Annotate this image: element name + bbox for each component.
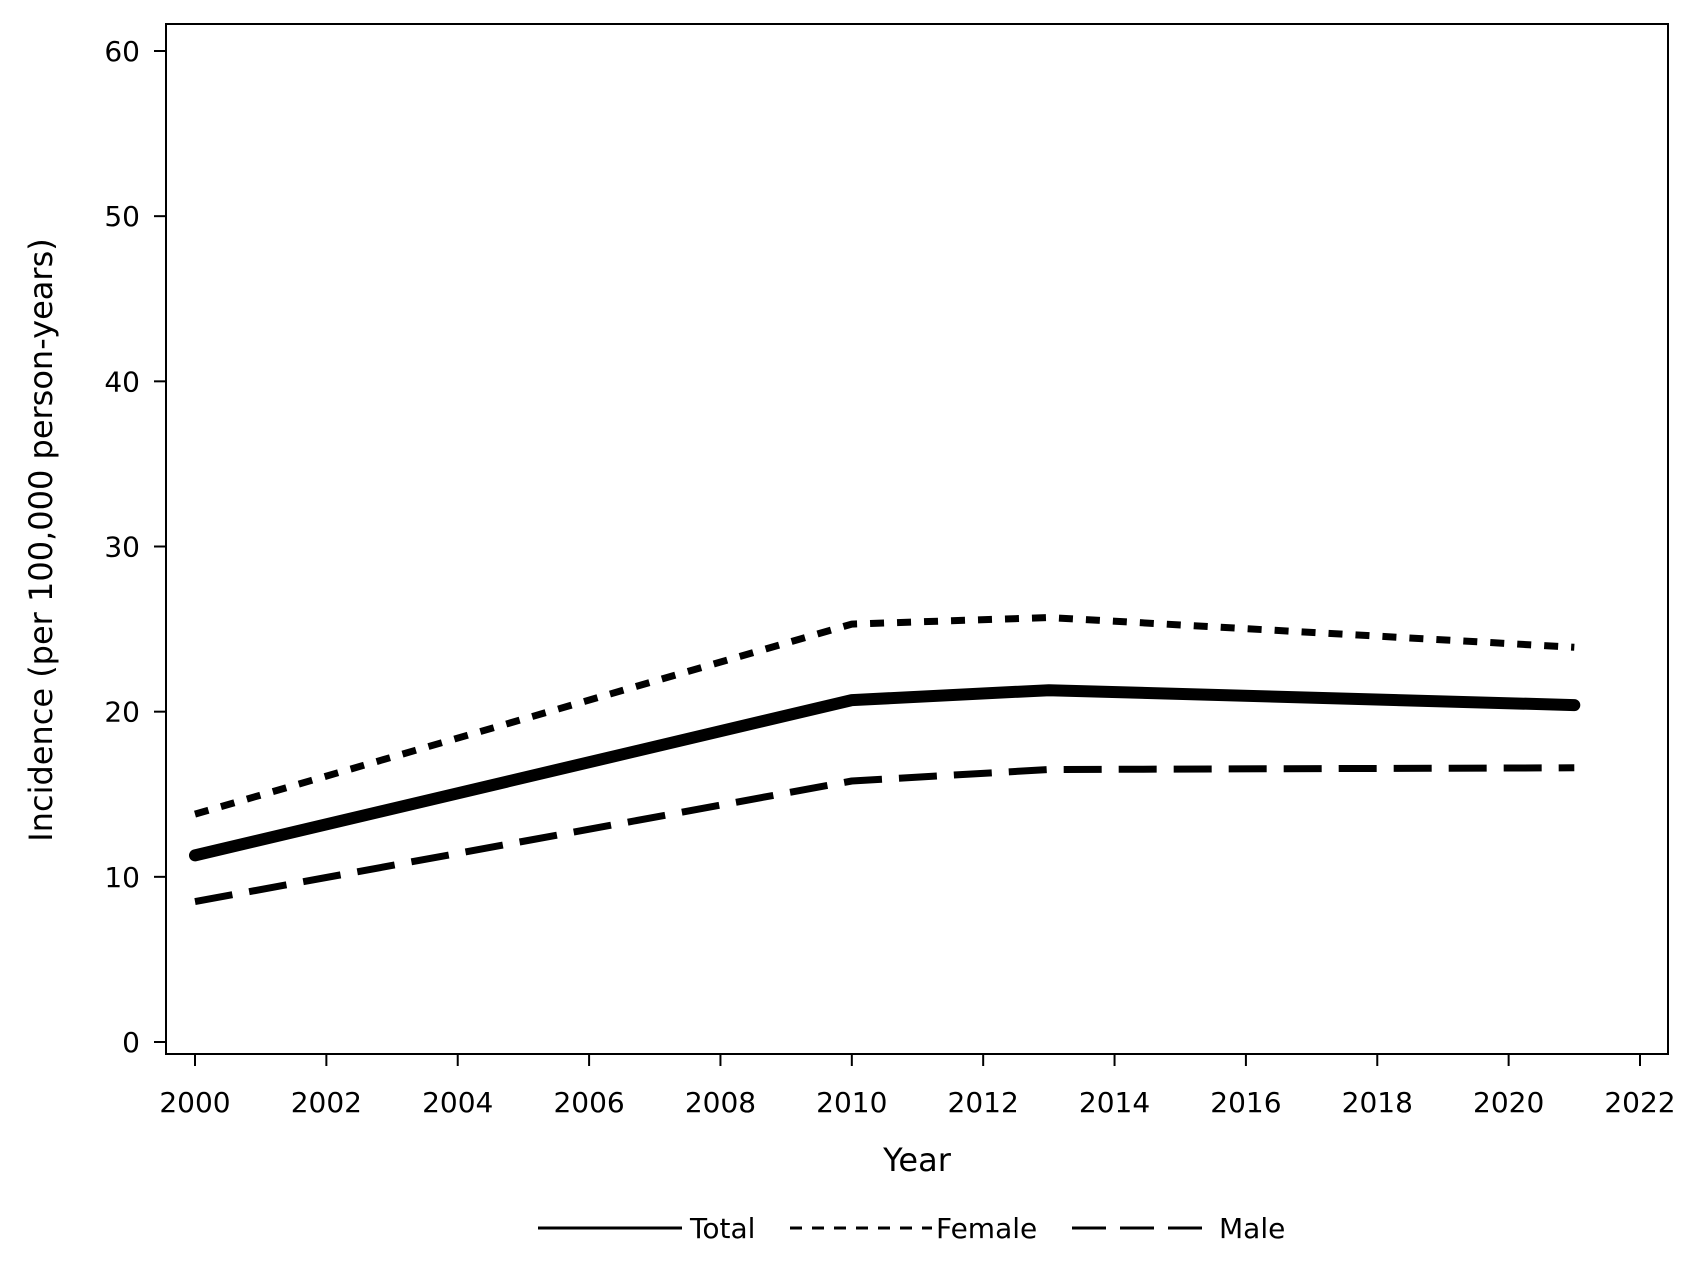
y-tick-label: 60 (104, 35, 140, 68)
x-tick-label: 2002 (291, 1086, 362, 1119)
x-tick-label: 2004 (422, 1086, 493, 1119)
x-axis-label: Year (882, 1141, 952, 1179)
x-tick-label: 2014 (1079, 1086, 1150, 1119)
x-tick-label: 2000 (159, 1086, 230, 1119)
y-tick-label: 0 (122, 1026, 140, 1059)
series-lines (189, 614, 1581, 906)
x-tick-label: 2022 (1604, 1086, 1675, 1119)
legend: Total Female Male (538, 1212, 1285, 1245)
x-tick-label: 2008 (685, 1086, 756, 1119)
series-line-male (194, 764, 1575, 906)
x-tick-label: 2006 (553, 1086, 624, 1119)
y-tick-label: 40 (104, 365, 140, 398)
plot-frame (165, 23, 1669, 1055)
x-tick-label: 2010 (816, 1086, 887, 1119)
y-tick-label: 50 (104, 200, 140, 233)
x-tick-label: 2020 (1473, 1086, 1544, 1119)
legend-label-female: Female (936, 1212, 1037, 1245)
y-axis-label: Incidence (per 100,000 person-years) (22, 238, 60, 841)
y-axis: 0 10 20 30 40 50 60 (104, 35, 166, 1059)
x-tick-label: 2012 (948, 1086, 1019, 1119)
x-axis: 2000 2002 2004 2006 2008 2010 2012 2014 2016 2018… (159, 1054, 1676, 1119)
y-tick-label: 30 (104, 531, 140, 564)
legend-label-total: Total (689, 1212, 755, 1245)
series-line-total (189, 684, 1581, 862)
y-tick-label: 20 (104, 696, 140, 729)
x-tick-label: 2016 (1210, 1086, 1281, 1119)
x-tick-label: 2018 (1342, 1086, 1413, 1119)
y-tick-label: 10 (104, 861, 140, 894)
series-line-female (194, 614, 1575, 818)
legend-label-male: Male (1219, 1212, 1285, 1245)
